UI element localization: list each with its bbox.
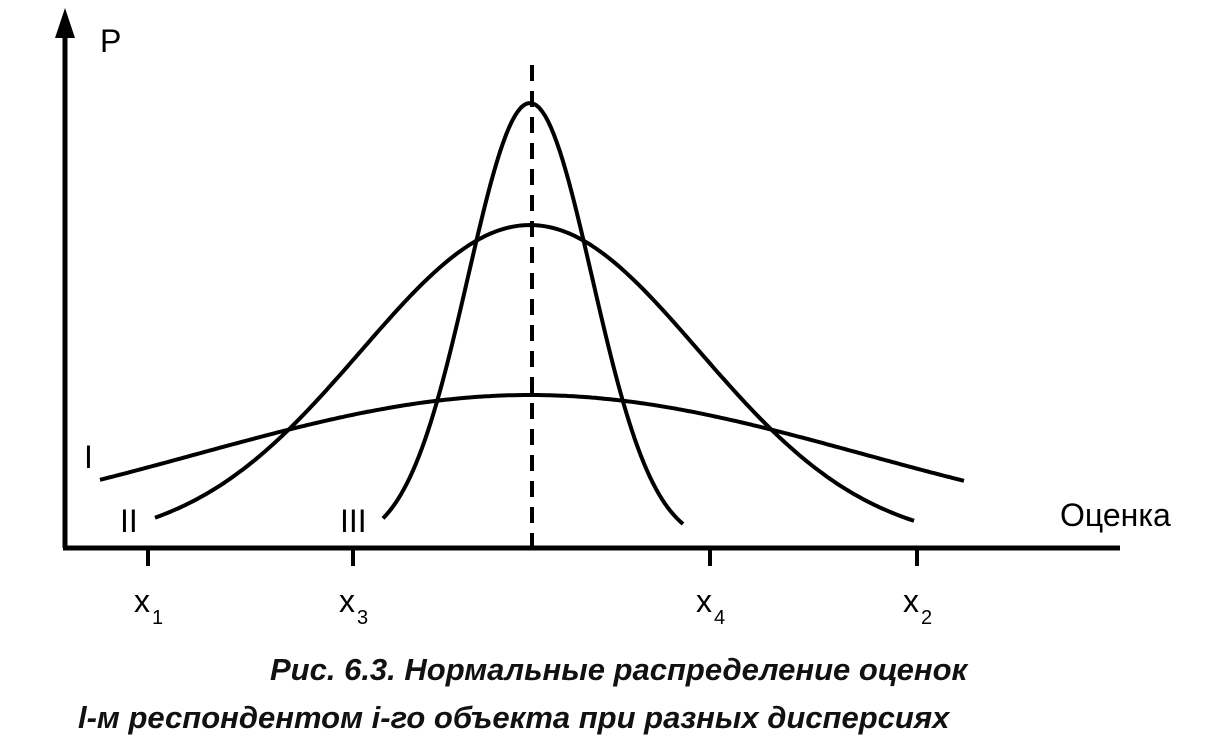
distribution-curve xyxy=(381,100,685,526)
tick-label: x xyxy=(339,583,355,619)
curve-label: II xyxy=(120,503,138,539)
caption-line: Рис. 6.3. Нормальные распределение оцено… xyxy=(270,652,969,687)
tick-subscript: 3 xyxy=(357,607,368,629)
distribution-curve xyxy=(154,222,915,523)
curve-label: III xyxy=(340,503,367,539)
y-axis-arrow xyxy=(55,8,75,38)
caption-line: l-м респондентом i-го объекта при разных… xyxy=(78,700,951,735)
x-axis-label: Оценка xyxy=(1060,497,1171,533)
tick-subscript: 1 xyxy=(152,607,163,629)
tick-label: x xyxy=(134,583,150,619)
curve-label: I xyxy=(84,439,93,475)
tick-subscript: 2 xyxy=(921,607,932,629)
tick-label: x xyxy=(903,583,919,619)
distribution-curve xyxy=(99,393,965,483)
y-axis-label: P xyxy=(100,23,121,59)
tick-subscript: 4 xyxy=(714,607,725,629)
tick-label: x xyxy=(696,583,712,619)
